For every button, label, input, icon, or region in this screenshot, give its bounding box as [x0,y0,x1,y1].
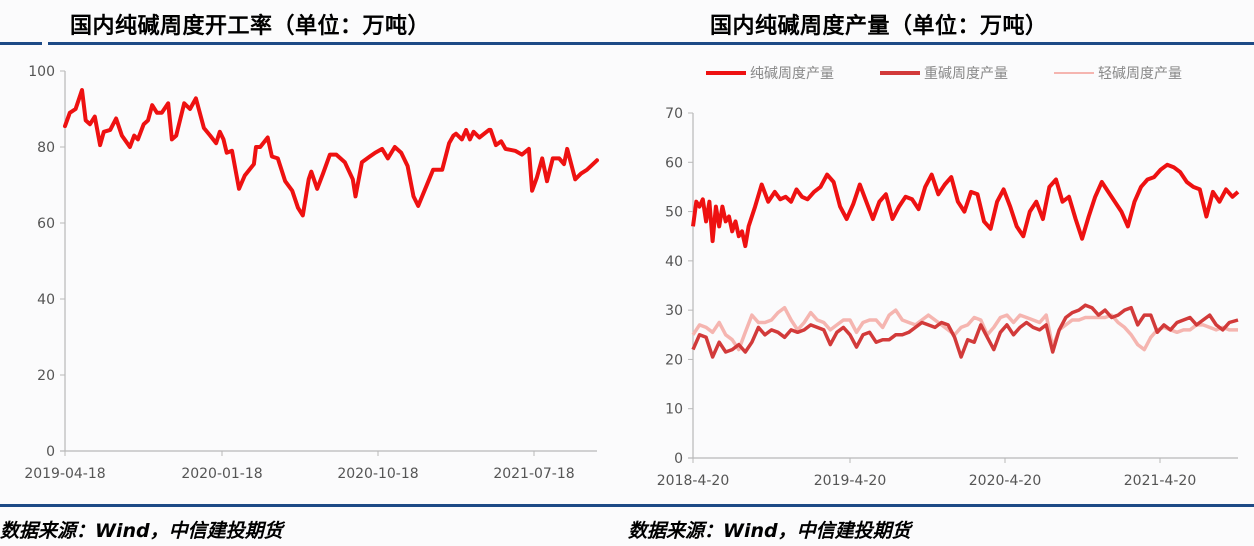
y-tick-label: 80 [37,140,55,156]
right-x-axis: 2018-4-20 2019-4-20 2020-4-20 2021-4-20 [657,457,1238,489]
y-tick-label: 30 [665,303,683,319]
right-legend: 纯碱周度产量 重碱周度产量 轻碱周度产量 [706,66,1182,82]
x-tick-label: 2019-04-18 [24,466,105,482]
x-tick-label: 2021-4-20 [1124,473,1196,489]
y-tick-label: 70 [665,106,683,122]
footer-rule [0,504,1254,507]
y-tick-label: 40 [37,292,55,308]
x-tick-label: 2021-07-18 [493,466,574,482]
right-y-axis: 0 10 20 30 40 50 60 70 [665,106,694,467]
x-tick-label: 2020-10-18 [337,466,418,482]
soda-ash-line [691,162,1240,249]
right-header-rule [632,42,1254,45]
left-x-axis: 2019-04-18 2020-01-18 2020-10-18 2021-07-18 [24,450,597,482]
left-header-rule-short [0,42,42,45]
legend-label-soda-ash: 纯碱周度产量 [750,66,834,82]
left-chart: 0 20 40 60 80 100 2019-04-18 2020-01-18 2020-10… [24,64,599,482]
legend-label-light-soda: 轻碱周度产量 [1098,66,1182,82]
operating-rate-line [63,88,599,218]
x-tick-label: 2020-01-18 [181,466,262,482]
heavy-soda-line [691,303,1239,359]
x-tick-label: 2020-4-20 [969,473,1041,489]
left-chart-title: 国内纯碱周度开工率（单位：万吨） [70,14,431,39]
y-tick-label: 60 [37,216,55,232]
right-chart-title: 国内纯碱周度产量（单位：万吨） [710,14,1048,39]
y-tick-label: 40 [665,254,683,270]
y-tick-label: 10 [665,402,683,418]
light-soda-line [691,305,1238,352]
right-chart: 纯碱周度产量 重碱周度产量 轻碱周度产量 0 10 20 30 40 50 60 70 201… [657,66,1240,489]
left-y-axis: 0 20 40 60 80 100 [28,64,66,460]
legend-item-heavy-soda: 重碱周度产量 [880,66,1008,82]
y-tick-label: 100 [28,64,55,80]
y-tick-label: 20 [37,368,55,384]
legend-item-light-soda: 轻碱周度产量 [1054,66,1182,82]
y-tick-label: 60 [665,155,683,171]
y-tick-label: 0 [46,444,55,460]
left-header-rule [48,42,632,45]
right-data-source: 数据来源：Wind，中信建投期货 [628,520,911,542]
y-tick-label: 0 [674,451,683,467]
x-tick-label: 2019-4-20 [814,473,886,489]
x-tick-label: 2018-4-20 [657,473,729,489]
legend-label-heavy-soda: 重碱周度产量 [924,66,1008,82]
legend-item-soda-ash: 纯碱周度产量 [706,66,834,82]
y-tick-label: 20 [665,352,683,368]
y-tick-label: 50 [665,205,683,221]
left-data-source: 数据来源：Wind，中信建投期货 [0,520,283,542]
